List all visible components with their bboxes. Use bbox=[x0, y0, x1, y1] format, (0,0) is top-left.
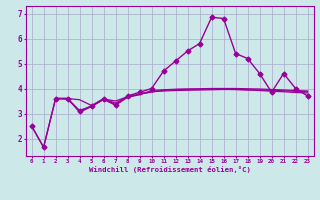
X-axis label: Windchill (Refroidissement éolien,°C): Windchill (Refroidissement éolien,°C) bbox=[89, 166, 251, 173]
